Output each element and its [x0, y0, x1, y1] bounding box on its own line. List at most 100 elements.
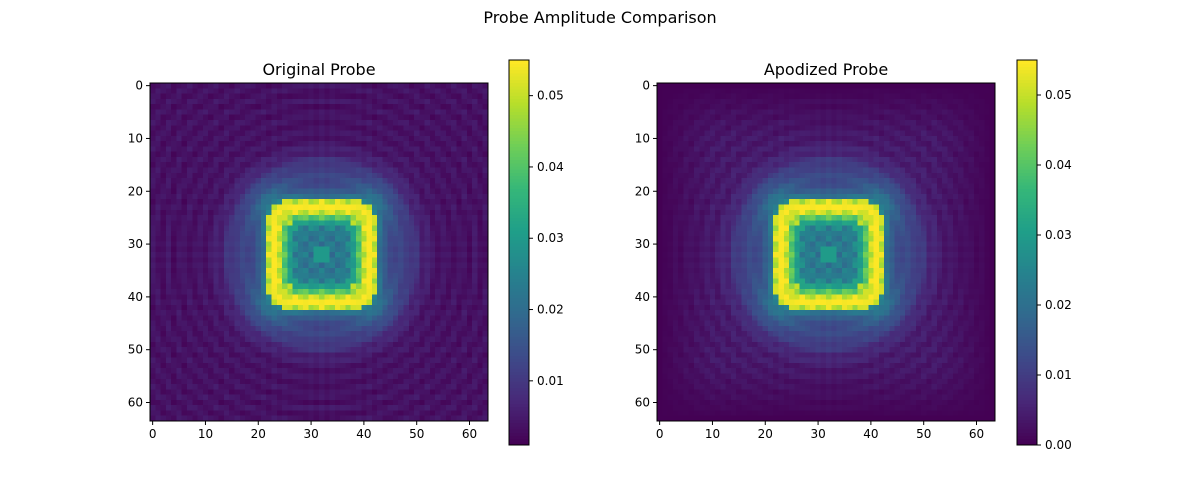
heatmap-cell: [461, 394, 468, 401]
heatmap-cell: [319, 246, 325, 253]
heatmap-cell: [377, 378, 383, 385]
heatmap-cell: [451, 230, 457, 237]
heatmap-cell: [482, 325, 489, 332]
heatmap-cell: [297, 104, 304, 111]
heatmap-cell: [810, 93, 817, 100]
heatmap-cell: [260, 384, 267, 390]
heatmap-cell: [282, 88, 288, 95]
heatmap-cell: [377, 357, 383, 364]
heatmap-cell: [456, 93, 463, 100]
heatmap-cell: [693, 114, 700, 121]
heatmap-cell: [192, 394, 199, 401]
heatmap-cell: [472, 352, 479, 359]
heatmap-cell: [730, 98, 737, 105]
heatmap-cell: [208, 304, 214, 311]
heatmap-cell: [308, 98, 315, 105]
heatmap-cell: [414, 162, 420, 169]
heatmap-cell: [260, 325, 267, 332]
heatmap-cell: [287, 294, 294, 301]
heatmap-cell: [324, 135, 331, 142]
heatmap-cell: [477, 88, 484, 95]
heatmap-cell: [429, 262, 436, 269]
heatmap-cell: [477, 304, 484, 311]
heatmap-cell: [472, 135, 479, 142]
heatmap-cell: [292, 320, 299, 327]
heatmap-cell: [366, 252, 373, 258]
heatmap-cell: [387, 241, 394, 248]
heatmap-cell: [445, 257, 452, 264]
heatmap-cell: [783, 88, 790, 95]
heatmap-cell: [223, 347, 230, 353]
heatmap-cell: [160, 199, 167, 206]
heatmap-cell: [794, 141, 801, 147]
heatmap-cell: [366, 83, 373, 89]
heatmap-cell: [276, 98, 283, 105]
heatmap-cell: [377, 288, 383, 295]
heatmap-cell: [319, 341, 325, 348]
heatmap-cell: [789, 88, 795, 95]
heatmap-cell: [767, 93, 774, 100]
heatmap-cell: [382, 362, 389, 369]
heatmap-cell: [662, 114, 669, 121]
heatmap-cell: [741, 125, 748, 132]
y-tick-label: 60: [128, 396, 143, 410]
colorbar-segment: [509, 335, 529, 340]
heatmap-cell: [329, 368, 336, 375]
heatmap-cell: [313, 135, 320, 142]
heatmap-cell: [445, 204, 452, 211]
heatmap-cell: [878, 135, 885, 142]
heatmap-cell: [266, 325, 273, 332]
heatmap-cell: [350, 257, 357, 264]
heatmap-cell: [255, 262, 262, 269]
heatmap-cell: [414, 336, 420, 343]
heatmap-cell: [223, 209, 230, 216]
heatmap-cell: [482, 347, 489, 353]
heatmap-cell: [192, 368, 199, 375]
heatmap-cell: [345, 109, 352, 116]
heatmap-cell: [176, 336, 183, 343]
heatmap-cell: [171, 373, 178, 380]
heatmap-cell: [271, 394, 278, 401]
heatmap-cell: [340, 410, 347, 417]
heatmap-cell: [984, 130, 991, 137]
heatmap-cell: [477, 114, 484, 121]
heatmap-cell: [350, 262, 357, 269]
heatmap-cell: [223, 389, 230, 396]
heatmap-cell: [466, 114, 473, 121]
heatmap-cell: [709, 93, 716, 100]
heatmap-cell: [303, 130, 310, 137]
heatmap-cell: [218, 331, 225, 338]
heatmap-cell: [789, 98, 795, 105]
heatmap-cell: [355, 93, 362, 100]
heatmap-cell: [889, 88, 896, 95]
heatmap-cell: [208, 230, 214, 237]
heatmap-cell: [361, 389, 368, 396]
heatmap-cell: [804, 93, 811, 100]
heatmap-cell: [794, 125, 801, 132]
heatmap-cell: [181, 267, 188, 274]
heatmap-cell: [282, 299, 288, 306]
heatmap-cell: [456, 188, 463, 195]
heatmap-cell: [250, 278, 257, 285]
heatmap-cell: [862, 109, 869, 116]
heatmap-cell: [303, 188, 310, 195]
heatmap-cell: [171, 98, 178, 105]
heatmap-cell: [245, 415, 251, 422]
heatmap-cell: [456, 410, 463, 417]
heatmap-cell: [361, 209, 368, 216]
heatmap-cell: [313, 278, 320, 285]
heatmap-cell: [282, 183, 288, 190]
heatmap-cell: [688, 88, 695, 95]
heatmap-cell: [245, 135, 251, 142]
heatmap-cell: [408, 93, 415, 100]
heatmap-cell: [255, 119, 262, 126]
heatmap-cell: [387, 304, 394, 311]
heatmap-cell: [419, 283, 426, 290]
heatmap-cell: [313, 299, 320, 306]
heatmap-cell: [408, 162, 415, 169]
heatmap-cell: [271, 267, 278, 274]
heatmap-cell: [350, 220, 357, 227]
heatmap-cell: [472, 389, 479, 396]
heatmap-cell: [398, 172, 405, 179]
heatmap-cell: [366, 146, 373, 153]
